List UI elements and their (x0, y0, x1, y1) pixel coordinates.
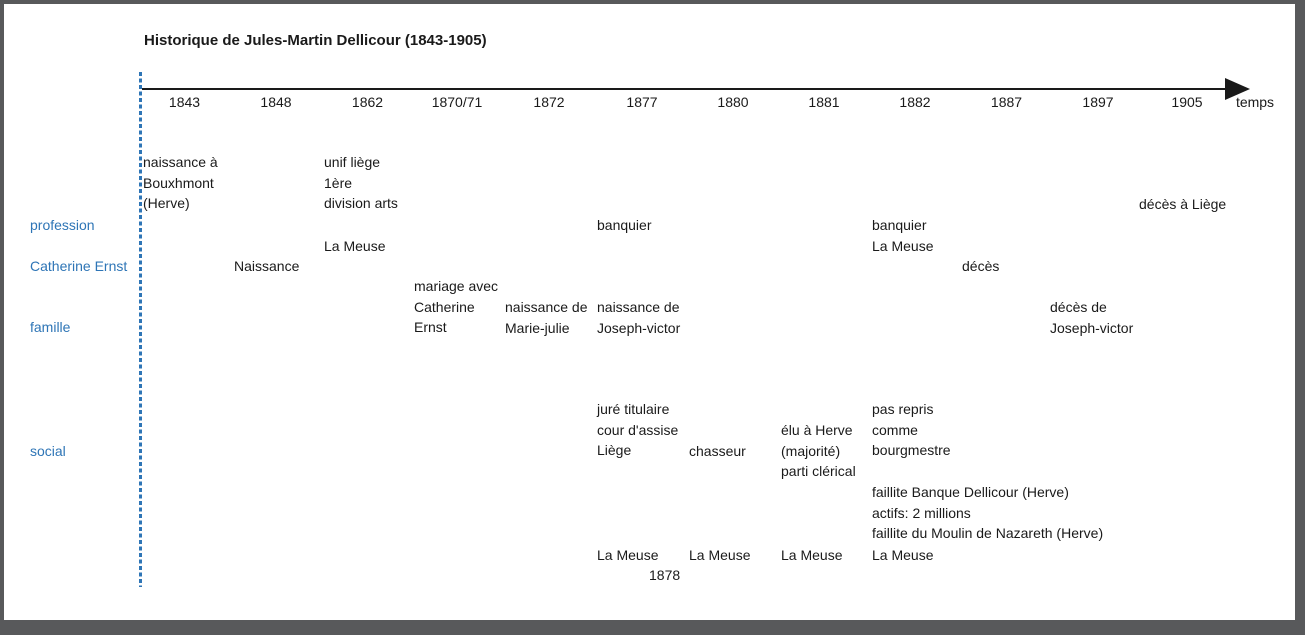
event-la-meuse-1877: La Meuse (597, 547, 659, 563)
event-naissance-marie-julie: naissance de Marie-julie (505, 299, 588, 336)
year-tick-1887: 1887 (990, 94, 1023, 110)
year-tick-1872: 1872 (533, 94, 565, 110)
event-mariage: mariage avec Catherine Ernst (414, 278, 499, 336)
timeline-canvas: Historique de Jules-Martin Dellicour (18… (4, 4, 1295, 620)
event-naissance-catherine: Naissance (234, 258, 300, 274)
event-unif-liege: unif liège 1ère division arts (324, 154, 398, 212)
event-la-meuse-1881: La Meuse (781, 547, 843, 563)
year-tick-1862: 1862 (351, 94, 384, 110)
event-jure-titulaire: juré titulaire cour d'assise Liège (597, 401, 679, 459)
year-tick-1848: 1848 (260, 94, 292, 110)
row-label-famille: famille (30, 319, 71, 335)
time-axis-arrowhead-icon (1225, 78, 1250, 100)
year-tick-1882: 1882 (899, 94, 931, 110)
year-tick-1905: 1905 (1171, 94, 1203, 110)
event-elu-a-herve: élu à Herve (majorité) parti clérical (781, 422, 856, 480)
axis-origin-dashed-line (139, 72, 142, 587)
event-deces-catherine: décès (962, 258, 1000, 274)
event-annee-1878: 1878 (649, 567, 681, 583)
event-deces-a-liege: décès à Liège (1139, 196, 1227, 212)
event-la-meuse-1882: La Meuse (872, 547, 934, 563)
event-la-meuse-1880: La Meuse (689, 547, 751, 563)
page-title: Historique de Jules-Martin Dellicour (18… (144, 32, 487, 49)
event-chasseur: chasseur (689, 443, 746, 459)
event-naissance-joseph-victor: naissance de Joseph-victor (597, 299, 681, 336)
event-la-meuse-1862: La Meuse (324, 238, 386, 254)
event-faillites: faillite Banque Dellicour (Herve) actifs… (872, 484, 1104, 542)
event-deces-joseph-victor: décès de Joseph-victor (1050, 299, 1134, 336)
year-tick-1877: 1877 (626, 94, 658, 110)
year-tick-1870-71: 1870/71 (431, 94, 483, 110)
year-tick-1880: 1880 (717, 94, 749, 110)
year-tick-1897: 1897 (1082, 94, 1114, 110)
axis-label-temps: temps (1235, 94, 1275, 110)
row-label-profession: profession (30, 217, 95, 233)
year-tick-1881: 1881 (808, 94, 840, 110)
row-label-social: social (30, 443, 66, 459)
event-naissance-bouxhmont: naissance à Bouxhmont (Herve) (143, 154, 218, 212)
year-tick-1843: 1843 (168, 94, 201, 110)
event-banquier-la-meuse-1882: banquier La Meuse (872, 217, 934, 254)
event-banquier-1877: banquier (597, 217, 652, 233)
row-label-catherine-ernst: Catherine Ernst (30, 258, 128, 274)
time-axis-line (142, 88, 1228, 90)
event-pas-repris: pas repris comme bourgmestre (872, 401, 951, 459)
